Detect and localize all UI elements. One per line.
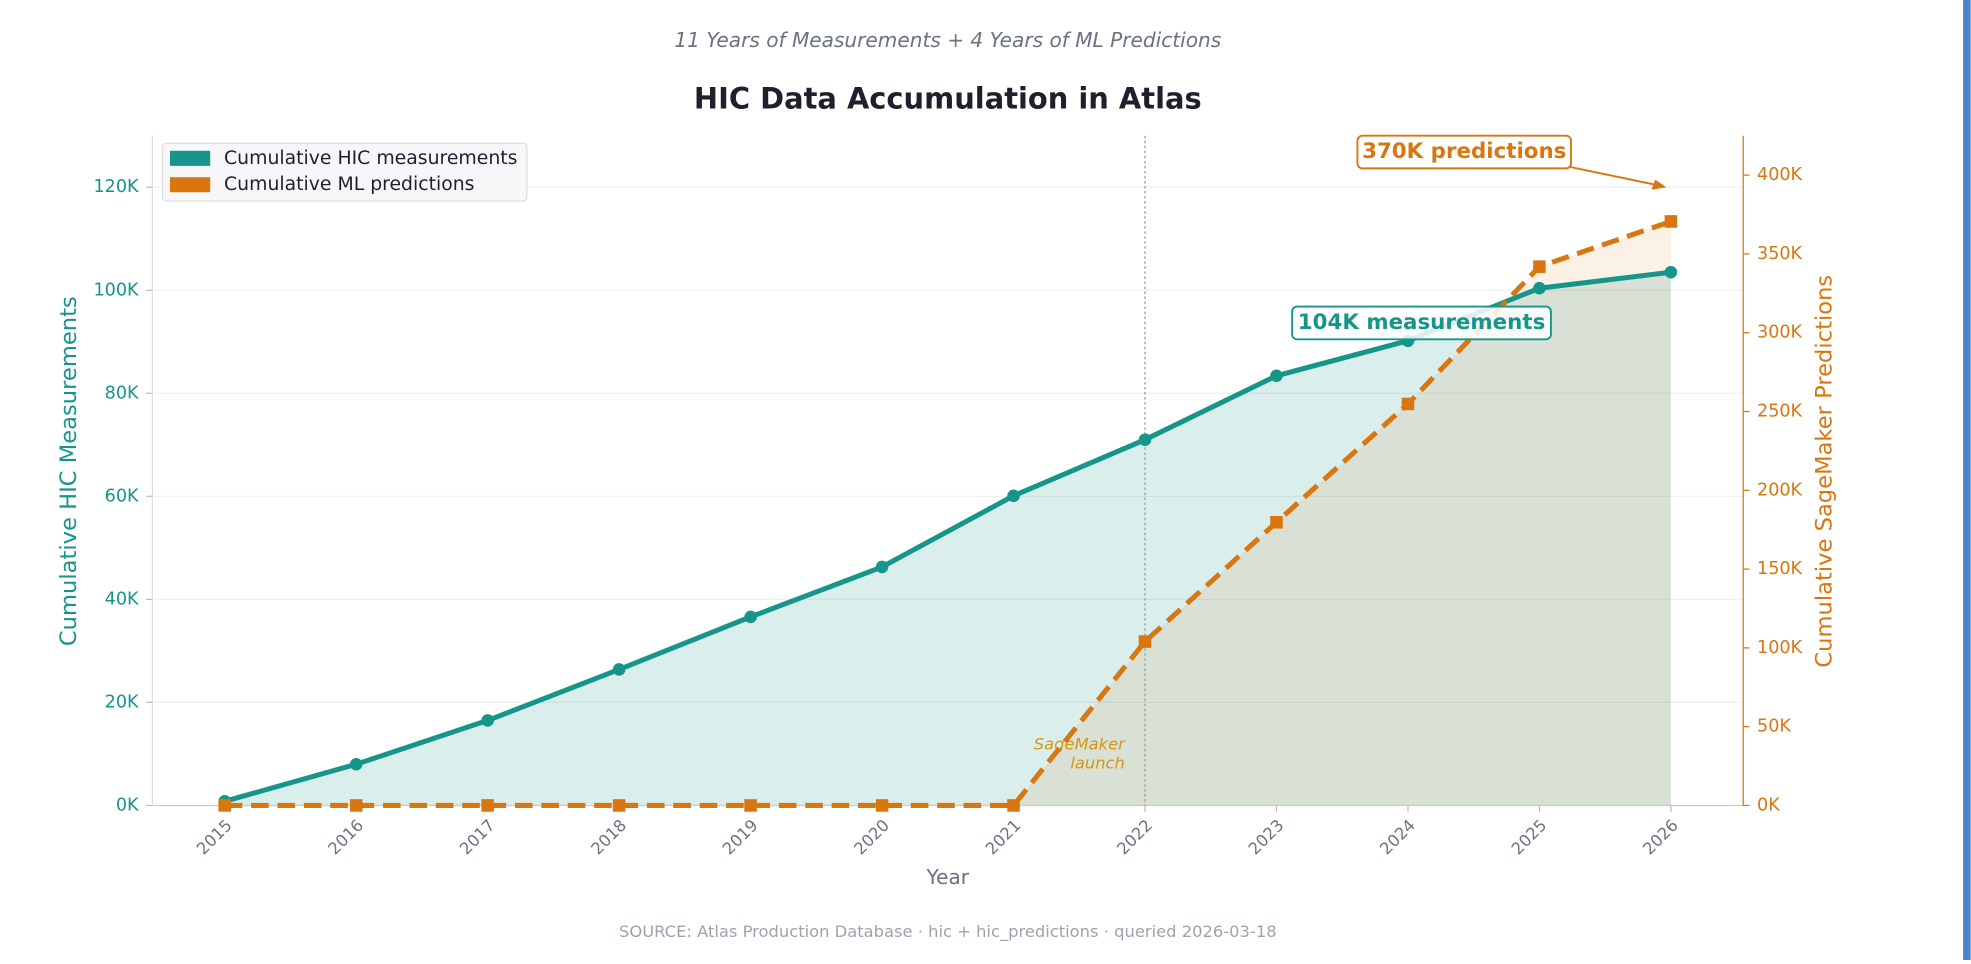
legend-label: Cumulative HIC measurements xyxy=(224,148,517,169)
y-axis-label: Cumulative HIC Measurements xyxy=(56,296,82,646)
y2-tick-label: 350K xyxy=(1757,244,1803,264)
y2-tick-label: 150K xyxy=(1757,559,1803,579)
data-point xyxy=(1664,215,1678,228)
data-point xyxy=(1007,799,1020,812)
data-point xyxy=(1270,369,1283,383)
y2-tick-label: 100K xyxy=(1757,638,1803,658)
y-tick-label: 0K xyxy=(116,795,139,815)
data-point xyxy=(1138,635,1152,648)
data-point xyxy=(1401,397,1415,411)
data-point xyxy=(612,799,626,812)
data-point xyxy=(218,799,232,812)
y2-tick-label: 200K xyxy=(1757,480,1803,500)
event-label: SageMaker xyxy=(1034,735,1126,754)
y2-tick-label: 50K xyxy=(1757,717,1791,737)
plot-area: 0K 20K 40K 60K 80K 100K 120K 0K 50K 100K 150K 200K 2… xyxy=(93,134,1803,858)
data-point xyxy=(481,799,494,812)
data-point xyxy=(1664,265,1678,279)
data-point xyxy=(1138,433,1152,446)
chart-title: HIC Data Accumulation in Atlas xyxy=(694,82,1202,116)
y-tick-label: 100K xyxy=(93,280,139,300)
legend-swatch xyxy=(170,177,211,193)
x-axis-label: Year xyxy=(926,865,970,889)
data-point xyxy=(349,799,363,812)
data-point xyxy=(481,714,494,727)
data-point xyxy=(349,757,363,771)
data-point xyxy=(875,799,889,812)
y-tick-label: 60K xyxy=(105,486,139,506)
legend-swatch xyxy=(170,150,211,166)
annotation-box xyxy=(1291,305,1552,341)
y-tick-label: 120K xyxy=(93,177,139,197)
data-point xyxy=(875,560,889,574)
data-point xyxy=(1533,281,1546,295)
data-point xyxy=(612,663,626,676)
y2-axis-label: Cumulative SageMaker Predictions xyxy=(1811,275,1837,668)
source-note: SOURCE: Atlas Production Database · hic … xyxy=(619,922,1277,942)
event-label: launch xyxy=(1070,753,1125,772)
arrow-head xyxy=(1651,179,1667,190)
y2-tick-label: 250K xyxy=(1757,401,1803,421)
series-area xyxy=(224,272,1671,806)
y-tick-label: 20K xyxy=(105,692,139,712)
annotation: 104K measurements xyxy=(1298,310,1546,335)
y2-tick-label: 0K xyxy=(1757,795,1780,815)
data-point xyxy=(1533,260,1546,273)
data-point xyxy=(744,799,757,812)
y-tick-label: 40K xyxy=(105,589,139,609)
legend-box xyxy=(161,142,528,202)
data-point xyxy=(1007,489,1020,503)
series-line xyxy=(224,219,1672,808)
window-edge xyxy=(1963,0,1971,960)
y2-tick-label: 400K xyxy=(1757,165,1803,185)
annotation-box xyxy=(1356,134,1572,170)
y-tick-label: 80K xyxy=(105,383,139,403)
data-point xyxy=(744,610,757,624)
annotation-arrow xyxy=(1558,163,1662,187)
annotation: 370K predictions xyxy=(1362,139,1566,164)
y2-tick-label: 300K xyxy=(1757,323,1803,343)
data-point xyxy=(1270,515,1283,529)
chart-subtitle: 11 Years of Measurements + 4 Years of ML… xyxy=(674,28,1221,52)
series-area xyxy=(224,221,1671,806)
legend-label: Cumulative ML predictions xyxy=(224,174,474,195)
